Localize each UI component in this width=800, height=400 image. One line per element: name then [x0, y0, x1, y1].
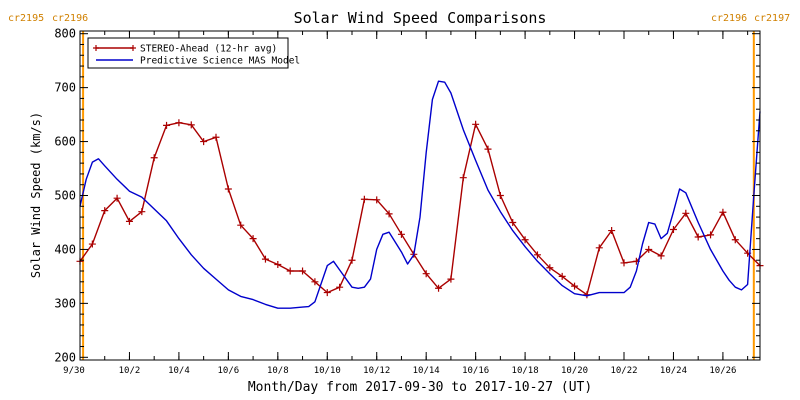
stereo-data-point: [533, 251, 541, 259]
x-tick-label: 10/24: [660, 366, 687, 376]
stereo-data-point: [645, 245, 653, 253]
stereo-data-point: [657, 252, 665, 260]
stereo-data-point: [274, 261, 282, 269]
x-tick-label: 10/16: [462, 366, 489, 376]
plot-series: [76, 80, 764, 309]
plot-frame: [79, 30, 761, 361]
stereo-data-point: [558, 272, 566, 280]
legend-marker: [130, 45, 136, 51]
x-tick-label: 10/14: [413, 366, 440, 376]
stereo-data-point: [422, 270, 430, 278]
stereo-data-point: [212, 133, 220, 141]
x-tick-label: 10/26: [709, 366, 736, 376]
x-tick-label: 10/4: [168, 366, 190, 376]
stereo-data-point: [286, 267, 294, 275]
carrington-lines: [82, 31, 755, 360]
y-tick-label: 600: [54, 135, 76, 149]
stereo-data-point: [125, 217, 133, 225]
stereo-data-point: [88, 240, 96, 248]
stereo-data-point: [163, 121, 171, 129]
stereo-data-point: [113, 194, 121, 202]
series-line-0: [79, 121, 761, 296]
carrington-label-left-prev: cr2195: [8, 13, 44, 24]
legend-label-0: STEREO-Ahead (12-hr avg): [140, 44, 277, 55]
stereo-data-point: [435, 284, 443, 292]
x-tick-label: 9/30: [63, 366, 85, 376]
legend: STEREO-Ahead (12-hr avg)Predictive Scien…: [87, 37, 300, 69]
stereo-data-point: [187, 121, 195, 129]
stereo-data-point: [694, 233, 702, 241]
stereo-data-point: [224, 185, 232, 193]
x-tick-label: 10/22: [610, 366, 637, 376]
stereo-data-point: [707, 231, 715, 239]
stereo-data-point: [138, 208, 146, 216]
stereo-data-point: [311, 278, 319, 286]
stereo-data-point: [323, 289, 331, 297]
x-tick-label: 10/6: [218, 366, 240, 376]
y-tick-label: 500: [54, 189, 76, 203]
series-line-1: [79, 80, 761, 309]
chart-title: Solar Wind Speed Comparisons: [294, 9, 547, 27]
stereo-data-point: [682, 209, 690, 217]
y-axis-label: Solar Wind Speed (km/s): [29, 112, 43, 278]
stereo-data-point: [348, 256, 356, 264]
stereo-data-point: [719, 208, 727, 216]
stereo-data-point: [620, 259, 628, 267]
carrington-label-right-next: cr2197: [754, 13, 790, 24]
x-tick-label: 10/2: [119, 366, 141, 376]
stereo-data-point: [397, 230, 405, 238]
stereo-data-point: [496, 192, 504, 199]
stereo-data-point: [459, 174, 467, 182]
x-tick-label: 10/20: [561, 366, 588, 376]
legend-box: [87, 37, 289, 69]
y-tick-label: 300: [54, 296, 76, 310]
stereo-data-point: [101, 207, 109, 215]
stereo-data-point: [299, 267, 307, 275]
legend-label-1: Predictive Science MAS Model: [140, 56, 300, 67]
stereo-data-point: [571, 282, 579, 290]
y-axis: 200 300 400 500 600 700 800: [54, 27, 760, 364]
stereo-data-point: [731, 236, 739, 244]
stereo-data-point: [237, 221, 245, 229]
stereo-data-point: [200, 138, 208, 146]
stereo-data-point: [669, 225, 677, 233]
stereo-data-point: [521, 236, 529, 244]
legend-marker: [93, 45, 99, 51]
stereo-data-point: [509, 218, 517, 226]
x-axis-label: Month/Day from 2017-09-30 to 2017-10-27 …: [248, 380, 592, 395]
x-tick-label: 10/8: [267, 366, 289, 376]
carrington-label-right-prev: cr2196: [711, 13, 747, 24]
stereo-data-point: [385, 210, 393, 218]
x-tick-label: 10/10: [314, 366, 341, 376]
stereo-data-point: [484, 145, 492, 153]
stereo-data-point: [373, 196, 381, 204]
carrington-label-left-next: cr2196: [52, 13, 88, 24]
stereo-data-point: [472, 120, 480, 128]
stereo-data-point: [360, 195, 368, 203]
y-tick-label: 400: [54, 242, 76, 256]
x-axis: 9/30 10/2 10/4 10/6 10/8 10/10 10/12 10/14 10/16…: [63, 31, 749, 376]
y-tick-label: 200: [54, 350, 76, 364]
stereo-data-point: [595, 244, 603, 252]
x-tick-label: 10/12: [363, 366, 390, 376]
stereo-data-point: [261, 255, 269, 263]
y-tick-label: 700: [54, 81, 76, 95]
stereo-data-point: [249, 235, 257, 243]
y-tick-label: 800: [54, 27, 76, 41]
stereo-data-point: [447, 275, 455, 283]
stereo-data-point: [546, 264, 554, 272]
stereo-data-point: [175, 119, 183, 127]
stereo-data-point: [336, 283, 344, 291]
stereo-data-point: [150, 154, 158, 162]
stereo-data-point: [608, 227, 616, 235]
x-tick-label: 10/18: [512, 366, 539, 376]
